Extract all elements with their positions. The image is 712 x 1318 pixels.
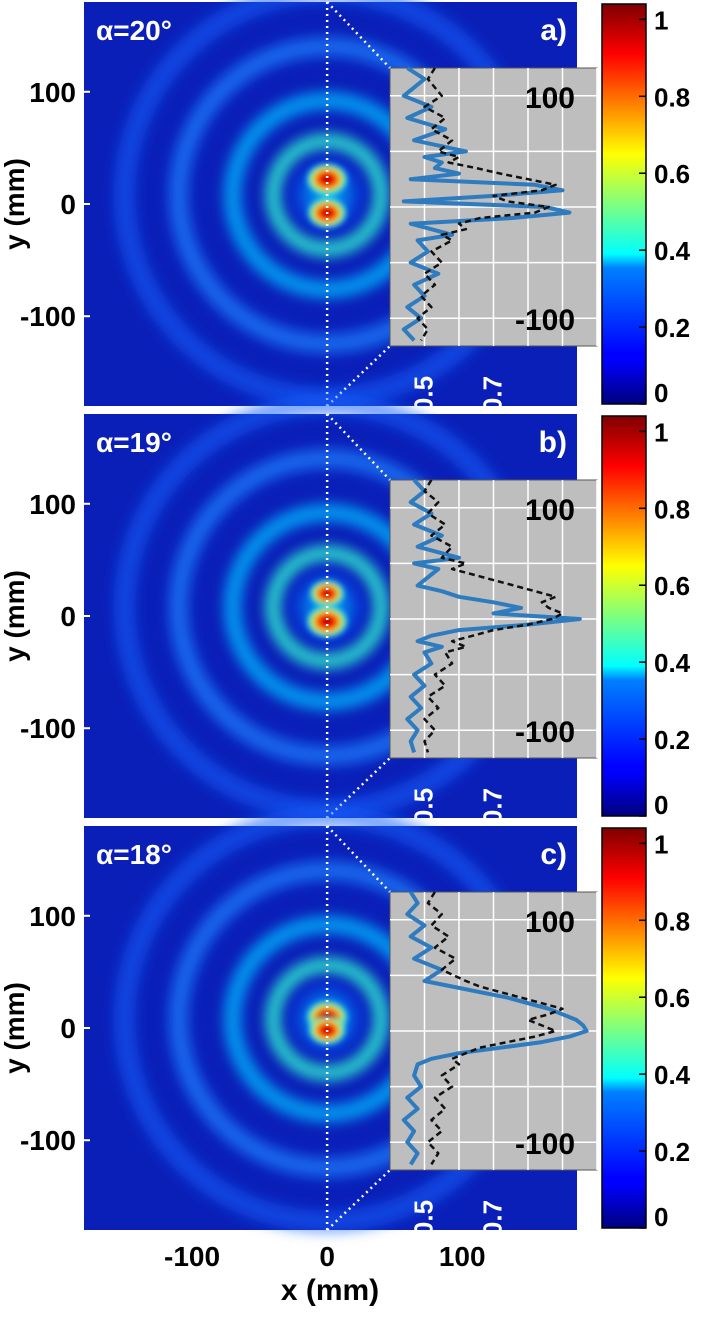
inset-y-tick-label: 100 bbox=[525, 906, 575, 939]
y-axis-label-c: y (mm) bbox=[0, 982, 30, 1074]
y-tick-label: -100 bbox=[20, 1125, 76, 1156]
hotspot bbox=[305, 162, 350, 197]
colorbar-tick-label: 0.8 bbox=[654, 494, 690, 524]
zoom-line-bottom bbox=[326, 757, 391, 819]
panel-c: 100 -100 0.5 0.7 α=18° c) 100 0 -100 1 0.8 0.6 0.4 0.… bbox=[20, 805, 691, 1272]
colorbar-tick-label: 0 bbox=[654, 378, 668, 408]
colorbar-tick-label: 0.6 bbox=[654, 571, 690, 601]
panel-label: c) bbox=[540, 838, 567, 871]
inset-y-tick-label: 100 bbox=[525, 82, 575, 115]
inset-x-tick-label: 0.7 bbox=[478, 1200, 508, 1236]
colorbar-tick-label: 0.8 bbox=[654, 906, 690, 936]
y-axis-label-a: y (mm) bbox=[0, 158, 30, 250]
angle-label: α=18° bbox=[96, 839, 172, 870]
panel-label: b) bbox=[539, 426, 567, 459]
y-tick-label: -100 bbox=[20, 713, 76, 744]
colorbar-tick-label: 0.8 bbox=[654, 82, 690, 112]
inset-x-tick-label: 0.5 bbox=[409, 1200, 439, 1236]
angle-label: α=19° bbox=[96, 427, 172, 458]
angle-label: α=20° bbox=[96, 15, 172, 46]
inset-series-dashed bbox=[423, 479, 564, 753]
inset-y-tick-label: 100 bbox=[525, 494, 575, 527]
inset-series-solid bbox=[401, 66, 572, 342]
colorbar-tick-label: 0.2 bbox=[654, 1137, 690, 1167]
inset-y-tick-label: -100 bbox=[515, 304, 575, 337]
y-tick-label: 0 bbox=[60, 601, 76, 632]
colorbar-tick-label: 0.6 bbox=[654, 159, 690, 189]
colorbar-tick-label: 0 bbox=[654, 790, 668, 820]
colorbar-tick-label: 0.6 bbox=[654, 983, 690, 1013]
inset-series-dashed bbox=[426, 891, 564, 1166]
inset-y-tick-label: -100 bbox=[515, 1128, 575, 1161]
colorbar bbox=[601, 3, 647, 405]
colorbar-tick-label: 1 bbox=[654, 417, 668, 447]
y-tick-label: 100 bbox=[29, 77, 76, 108]
colorbar-tick-label: 0 bbox=[654, 1202, 668, 1232]
y-tick-label: -100 bbox=[20, 301, 76, 332]
colorbar bbox=[601, 827, 647, 1229]
colorbar bbox=[601, 415, 647, 817]
colorbar-tick-label: 0.2 bbox=[654, 313, 690, 343]
inset-series-solid bbox=[401, 890, 589, 1166]
hotspot bbox=[308, 579, 346, 609]
y-tick-label: 100 bbox=[29, 489, 76, 520]
zoom-line-bottom bbox=[326, 1169, 391, 1231]
y-axis-label-b: y (mm) bbox=[0, 570, 30, 662]
x-tick-label: 100 bbox=[439, 1241, 486, 1272]
y-tick-label: 0 bbox=[60, 189, 76, 220]
hotspot bbox=[305, 604, 350, 639]
panel-label: a) bbox=[540, 14, 567, 47]
colorbar-tick-label: 1 bbox=[654, 5, 668, 35]
colorbar-tick-label: 1 bbox=[654, 829, 668, 859]
inset-series-solid bbox=[405, 478, 582, 753]
x-axis-label: x (mm) bbox=[281, 1274, 379, 1307]
x-tick-label: -100 bbox=[164, 1241, 220, 1272]
x-tick-label: 0 bbox=[319, 1241, 335, 1272]
colorbar-tick-label: 0.2 bbox=[654, 725, 690, 755]
colorbar-tick-label: 0.4 bbox=[654, 1060, 691, 1090]
zoom-line-bottom bbox=[326, 345, 391, 407]
y-tick-label: 0 bbox=[60, 1013, 76, 1044]
colorbar-tick-label: 0.4 bbox=[654, 236, 691, 266]
y-tick-label: 100 bbox=[29, 901, 76, 932]
colorbar-tick-label: 0.4 bbox=[654, 648, 691, 678]
inset-y-tick-label: -100 bbox=[515, 716, 575, 749]
inset-series-dashed bbox=[416, 67, 557, 342]
